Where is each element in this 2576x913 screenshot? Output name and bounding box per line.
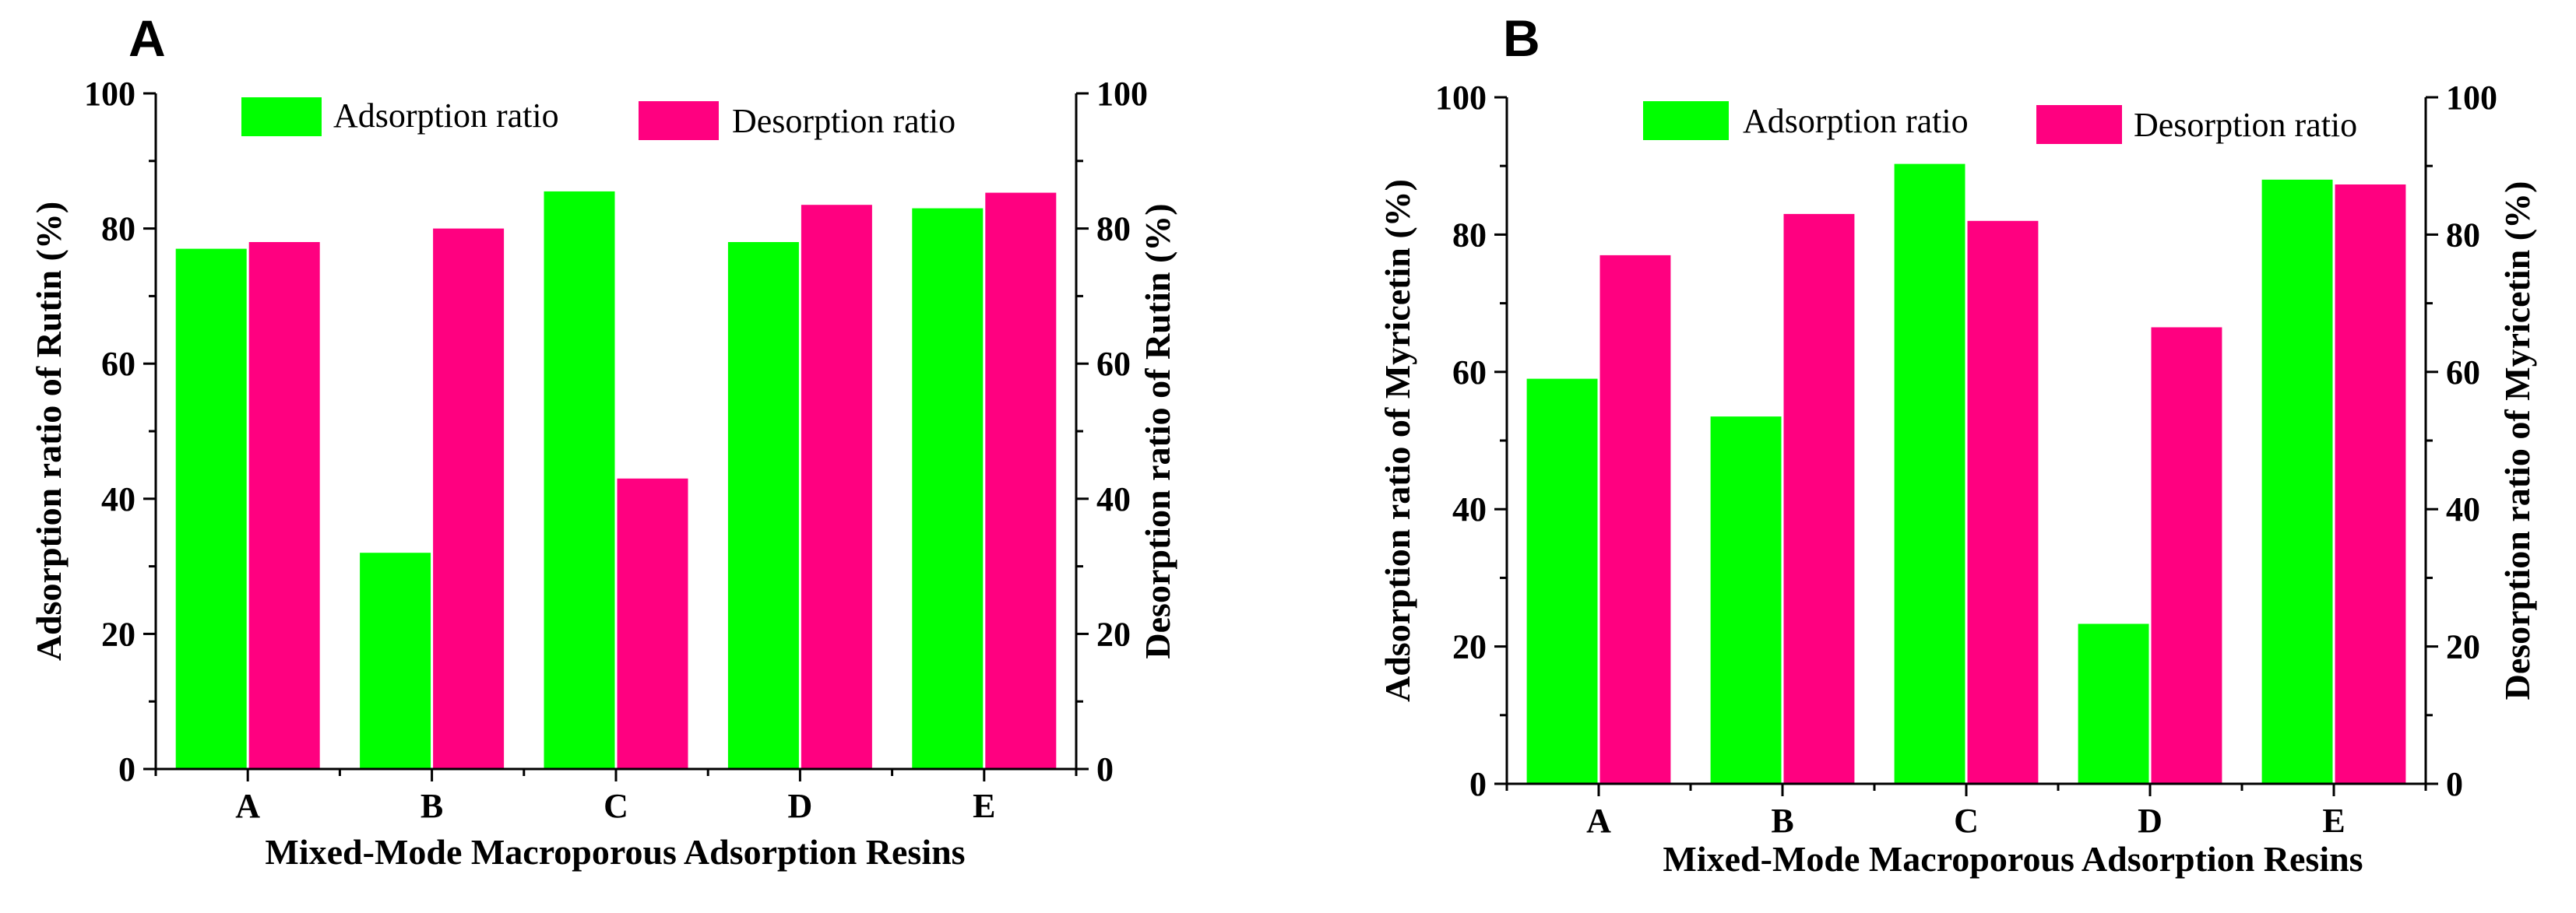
x-tick-label-b: B <box>421 787 443 825</box>
legend: Adsorption ratio Desorption ratio <box>1643 101 2357 144</box>
x-tick-label-a: A <box>235 787 260 825</box>
x-tick-label-c: C <box>1954 802 1979 840</box>
desorption-bar-d <box>801 205 872 769</box>
desorption-bar-b <box>433 228 505 770</box>
y2-axis-title: Desorption ratio of Myricetin (%) <box>2497 181 2537 701</box>
adsorption-bar-d <box>2078 623 2149 784</box>
y-tick-label: 20 <box>1452 628 1487 666</box>
legend-swatch-adsorption <box>241 97 322 136</box>
y2-tick-label: 0 <box>1096 750 1114 788</box>
legend-label-desorption: Desorption ratio <box>2134 106 2357 144</box>
y-tick-label: 80 <box>101 210 135 248</box>
x-tick-label-d: D <box>2138 802 2163 840</box>
legend-swatch-desorption <box>2036 105 2122 144</box>
y2-tick-label: 60 <box>2446 353 2480 392</box>
adsorption-bar-c <box>1894 163 1965 785</box>
adsorption-bar-b <box>1710 416 1782 784</box>
x-tick-label-e: E <box>973 787 995 825</box>
y-axis-title: Adsorption ratio of Myricetin (%) <box>1378 179 1417 702</box>
panel-letter: A <box>128 9 166 67</box>
y2-tick-label: 80 <box>2446 216 2480 254</box>
adsorption-bar-d <box>727 242 799 769</box>
y2-tick-label: 40 <box>1096 480 1131 518</box>
y2-tick-label: 100 <box>1096 75 1148 113</box>
x-axis-title: Mixed-Mode Macroporous Adsorption Resins <box>265 832 965 872</box>
panel-letter: B <box>1503 9 1540 67</box>
x-tick-label-d: D <box>788 787 813 825</box>
adsorption-bar-b <box>360 553 431 769</box>
x-tick-label-b: B <box>1771 802 1793 840</box>
y-tick-label: 100 <box>1435 79 1487 117</box>
y2-tick-label: 60 <box>1096 345 1131 383</box>
y2-tick-label: 100 <box>2446 79 2497 117</box>
legend-swatch-adsorption <box>1643 101 1729 140</box>
y-tick-label: 40 <box>1452 490 1487 528</box>
adsorption-bar-c <box>544 191 615 769</box>
desorption-bar-c <box>1967 220 2039 784</box>
legend-label-adsorption: Adsorption ratio <box>333 97 559 135</box>
adsorption-bar-e <box>2261 179 2333 785</box>
y2-axis-title: Desorption ratio of Rutin (%) <box>1138 203 1177 658</box>
adsorption-bar-a <box>175 248 247 770</box>
legend-label-adsorption: Adsorption ratio <box>1743 102 1969 140</box>
y2-tick-label: 40 <box>2446 490 2480 528</box>
chart-panel-b: B A B C D E 0 0 20 20 40 40 60 60 80 80 100 100 Mixed-Mode… <box>1378 9 2537 879</box>
y2-tick-label: 20 <box>2446 628 2480 666</box>
desorption-bar-a <box>1599 255 1671 784</box>
y2-tick-label: 20 <box>1096 615 1131 653</box>
x-tick-label-a: A <box>1586 802 1611 840</box>
y-tick-label: 60 <box>1452 353 1487 392</box>
adsorption-bar-e <box>912 208 984 770</box>
adsorption-bar-a <box>1526 378 1598 785</box>
legend-label-desorption: Desorption ratio <box>732 102 955 140</box>
desorption-bar-e <box>985 192 1057 770</box>
legend-swatch-desorption <box>639 101 719 140</box>
desorption-bar-e <box>2335 184 2406 784</box>
y-tick-label: 80 <box>1452 216 1487 254</box>
y-tick-label: 40 <box>101 480 135 518</box>
y-tick-label: 100 <box>84 75 135 113</box>
y-axis-title: Adsorption ratio of Rutin (%) <box>29 202 69 661</box>
legend: Adsorption ratio Desorption ratio <box>241 97 955 140</box>
x-tick-label-c: C <box>604 787 628 825</box>
chart-panel-a: A A B C D E 0 0 20 20 40 40 60 60 80 80 100 100 Mixed-Mode… <box>29 9 1177 872</box>
y2-tick-label: 0 <box>2446 765 2463 803</box>
desorption-bar-c <box>617 478 688 769</box>
desorption-bar-a <box>248 242 320 769</box>
y-tick-label: 20 <box>101 615 135 653</box>
y-tick-label: 60 <box>101 345 135 383</box>
y-tick-label: 0 <box>1469 765 1487 803</box>
x-tick-label-e: E <box>2322 802 2345 840</box>
desorption-bar-d <box>2151 327 2222 784</box>
desorption-bar-b <box>1783 213 1855 784</box>
x-axis-title: Mixed-Mode Macroporous Adsorption Resins <box>1663 839 2363 879</box>
y-tick-label: 0 <box>118 750 135 788</box>
y2-tick-label: 80 <box>1096 210 1131 248</box>
